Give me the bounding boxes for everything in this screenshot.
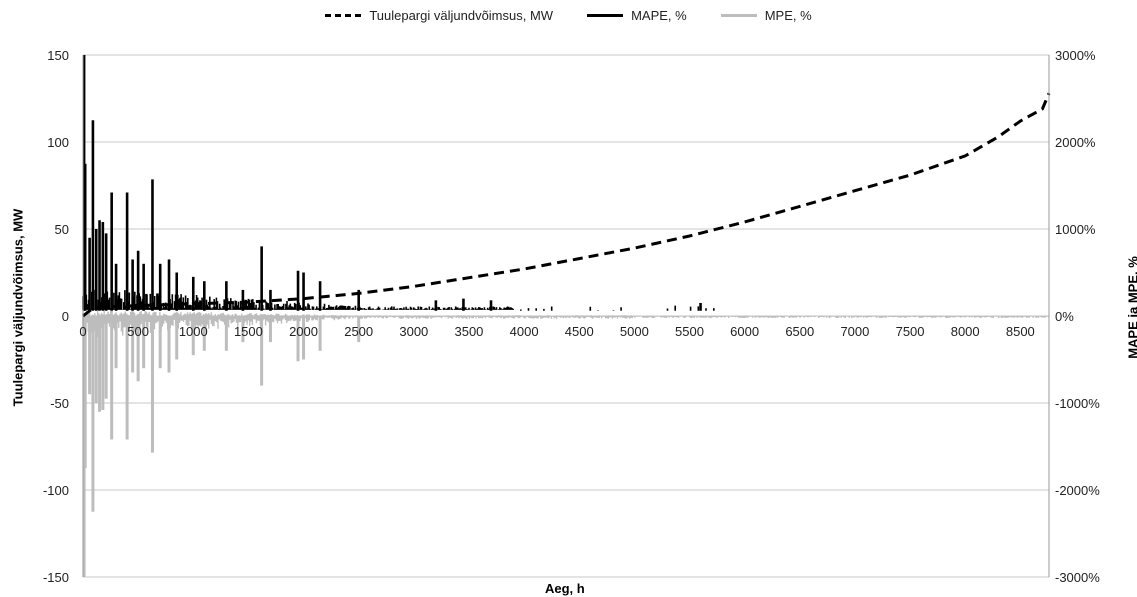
- y-tick-label: -150: [43, 570, 69, 585]
- x-tick-label: 7500: [896, 324, 925, 339]
- x-tick-label: 4000: [510, 324, 539, 339]
- mape-series: [82, 55, 715, 311]
- legend-swatch-gray: [720, 14, 757, 17]
- legend-label-mape: MAPE, %: [631, 8, 687, 23]
- power-series: [82, 92, 1051, 318]
- x-tick-label: 2000: [289, 324, 318, 339]
- mpe-series: [82, 310, 1050, 577]
- x-tick-label: 1500: [234, 324, 263, 339]
- y2-tick-label: 3000%: [1055, 48, 1096, 63]
- x-tick-label: 2500: [344, 324, 373, 339]
- y2-tick-label: 1000%: [1055, 222, 1096, 237]
- y-tick-label: 150: [47, 48, 69, 63]
- legend-item-mpe: MPE, %: [720, 8, 812, 23]
- legend-swatch-black: [587, 14, 624, 17]
- legend: Tuulepargi väljundvõimsus, MW MAPE, % MP…: [0, 8, 1137, 23]
- x-tick-label: 4500: [565, 324, 594, 339]
- x-tick-label: 1000: [179, 324, 208, 339]
- x-tick-label: 3000: [399, 324, 428, 339]
- x-tick-label: 8000: [951, 324, 980, 339]
- y2-axis-title: MAPE ja MPE, %: [1125, 256, 1137, 359]
- axes: -150 -3000% -100 -2000% -50 -1000% 0 0% 50 1000% 1…: [43, 48, 1100, 585]
- x-tick-label: 5500: [675, 324, 704, 339]
- x-tick-label: 3500: [454, 324, 483, 339]
- y2-tick-label: 0%: [1055, 309, 1074, 324]
- y-tick-label: 0: [62, 309, 69, 324]
- x-tick-label: 6500: [785, 324, 814, 339]
- x-tick-label: 7000: [840, 324, 869, 339]
- x-tick-label: 5000: [620, 324, 649, 339]
- y-axis-title: Tuulepargi väljundvõimsus, MW: [10, 208, 26, 407]
- x-tick-label: 500: [127, 324, 149, 339]
- legend-label-power: Tuulepargi väljundvõimsus, MW: [369, 8, 554, 23]
- y2-tick-label: -3000%: [1055, 570, 1100, 585]
- y2-tick-label: -2000%: [1055, 483, 1100, 498]
- legend-item-mape: MAPE, %: [587, 8, 687, 23]
- y-tick-label: -100: [43, 483, 69, 498]
- legend-label-mpe: MPE, %: [764, 8, 812, 23]
- legend-item-power: Tuulepargi väljundvõimsus, MW: [325, 8, 553, 23]
- power-line: [82, 92, 1051, 318]
- x-tick-label: 0: [79, 324, 86, 339]
- x-tick-label: 6000: [730, 324, 759, 339]
- y-tick-label: -50: [50, 396, 69, 411]
- y2-tick-label: 2000%: [1055, 135, 1096, 150]
- legend-swatch-dashed: [325, 14, 362, 17]
- y2-tick-label: -1000%: [1055, 396, 1100, 411]
- y-tick-label: 50: [55, 222, 69, 237]
- x-axis-title: Aeg, h: [545, 581, 585, 596]
- y-tick-label: 100: [47, 135, 69, 150]
- x-tick-label: 8500: [1006, 324, 1035, 339]
